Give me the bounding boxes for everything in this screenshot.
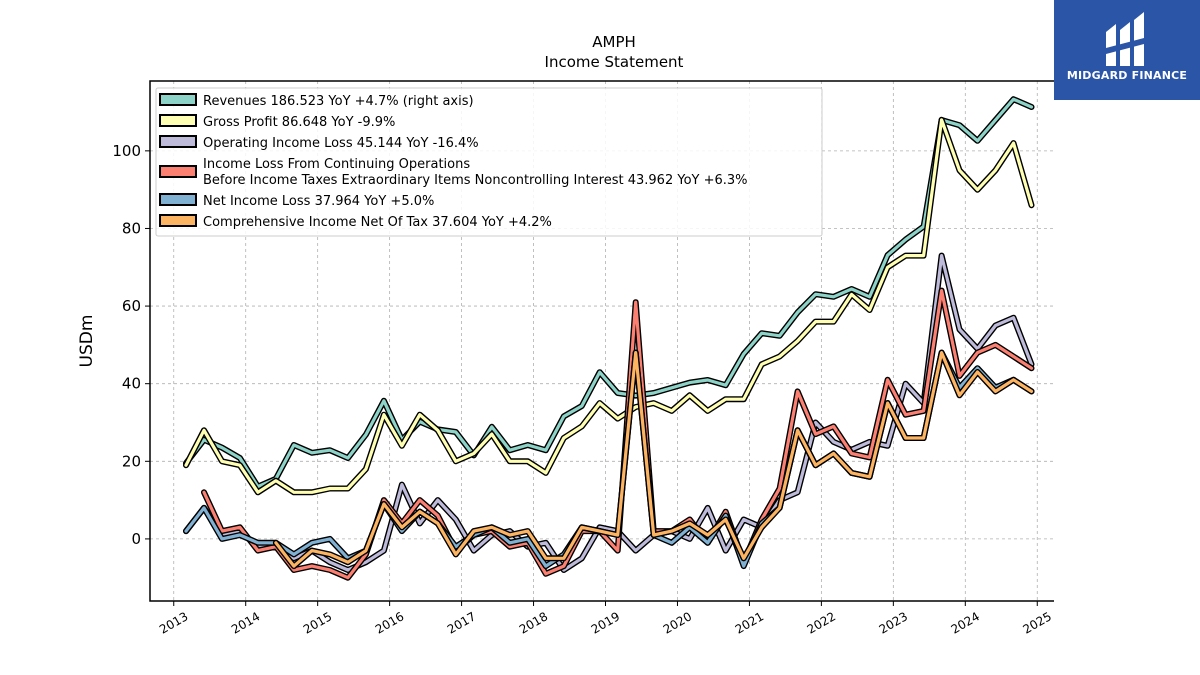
series-line (274, 351, 1034, 568)
chart-subtitle: Income Statement (545, 53, 684, 71)
legend-label: Before Income Taxes Extraordinary Items … (203, 173, 748, 188)
y-tick-label: 60 (122, 297, 141, 315)
y-axis-label: USDm (77, 315, 97, 368)
x-tick-label: 2013 (157, 609, 190, 636)
legend-frame (155, 87, 823, 237)
x-tick-label: 2022 (805, 609, 838, 636)
x-tick-label: 2021 (733, 609, 766, 636)
x-tick-label: 2019 (589, 609, 622, 636)
y-tick-label: 0 (131, 530, 141, 548)
midgard-logo-mark-icon (1106, 12, 1144, 66)
y-tick-label: 40 (122, 375, 141, 393)
brand-logo: MIDGARD FINANCE (1054, 0, 1200, 100)
legend-swatch (159, 135, 197, 148)
legend-label: Income Loss From Continuing Operations (203, 157, 470, 172)
legend-label: Gross Profit 86.648 YoY -9.9% (203, 115, 395, 130)
x-tick-label: 2014 (229, 609, 262, 636)
legend-label: Net Income Loss 37.964 YoY +5.0% (203, 194, 434, 209)
logo-text: MIDGARD FINANCE (1066, 69, 1188, 82)
x-tick-label: 2017 (445, 609, 478, 636)
income-statement-chart: AMPH Income Statement 2013 2014 2015 2016 20… (77, 33, 1054, 637)
series-line (184, 97, 1034, 489)
legend-label: Comprehensive Income Net Of Tax 37.604 Y… (203, 215, 552, 230)
chart-title: AMPH (592, 33, 636, 51)
legend-swatch (159, 193, 197, 206)
legend-swatch (159, 93, 197, 106)
x-tick-label: 2018 (517, 609, 550, 636)
y-tick-label: 80 (122, 219, 141, 237)
series-line (202, 289, 1034, 580)
x-tick-label: 2016 (373, 609, 406, 636)
series-line (184, 118, 1034, 494)
series-line (184, 254, 1034, 572)
x-tick-label: 2024 (949, 609, 982, 636)
series-layer (183, 96, 1035, 581)
plot-frame (149, 80, 1054, 602)
y-tick-label: 20 (122, 452, 141, 470)
x-tick-label: 2023 (877, 609, 910, 636)
x-tick-label: 2025 (1021, 609, 1054, 636)
legend-swatch (159, 114, 197, 127)
legend-label: Operating Income Loss 45.144 YoY -16.4% (203, 136, 479, 151)
legend-label: Revenues 186.523 YoY +4.7% (right axis) (203, 94, 474, 109)
x-tick-label: 2015 (301, 609, 334, 636)
y-tick-label: 100 (112, 142, 141, 160)
legend-swatch (159, 214, 197, 227)
legend: Revenues 186.523 YoY +4.7% (right axis) G… (155, 87, 823, 237)
legend-swatch (159, 165, 197, 178)
x-tick-label: 2020 (661, 609, 694, 636)
